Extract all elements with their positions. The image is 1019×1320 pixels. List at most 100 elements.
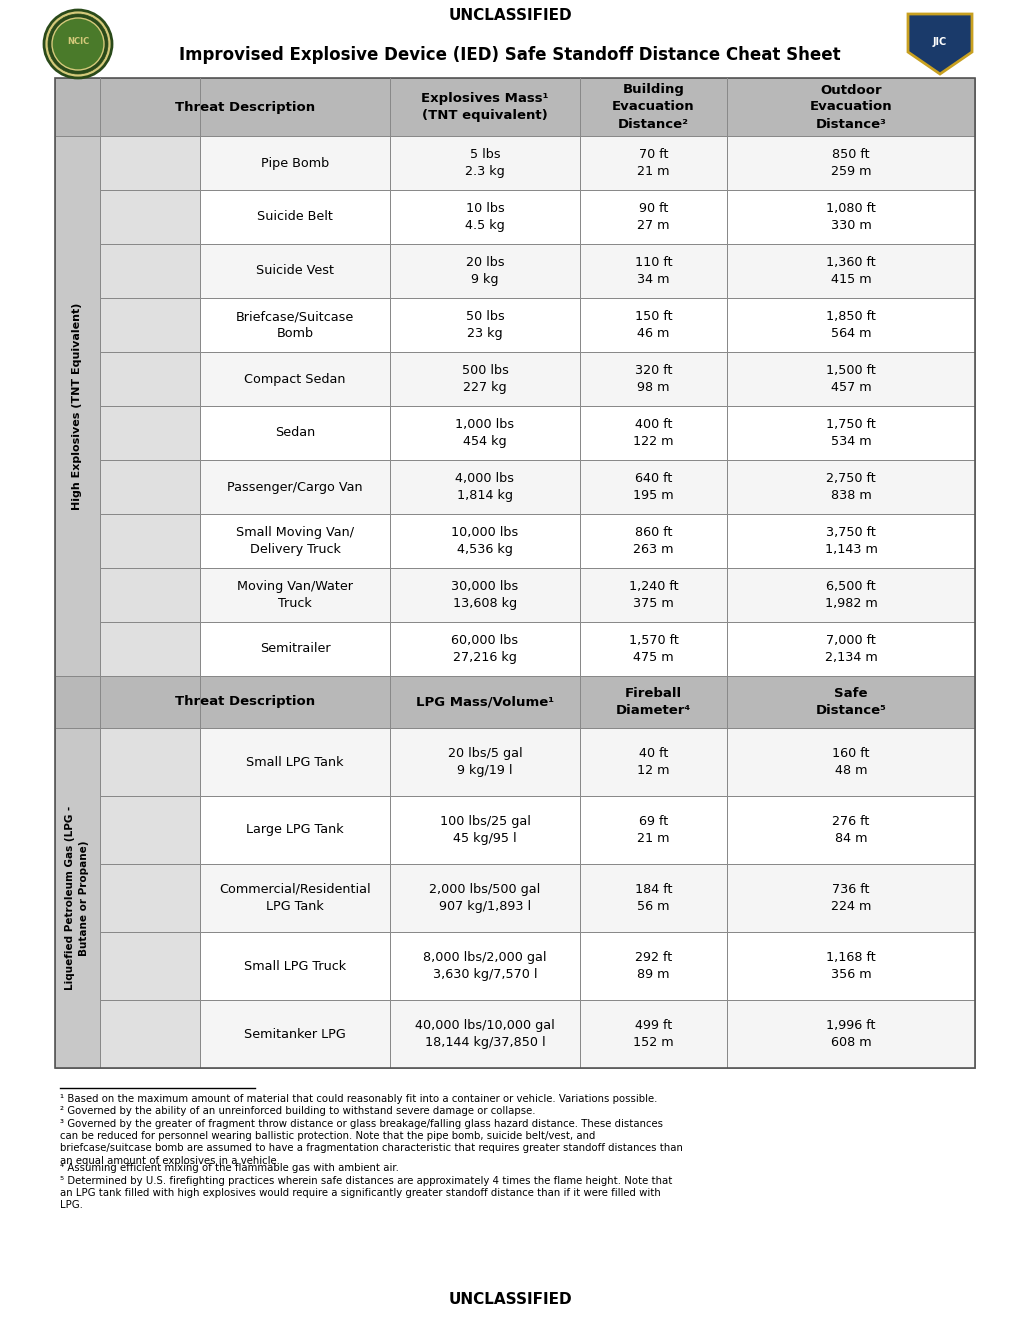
Text: 640 ft
195 m: 640 ft 195 m <box>633 473 674 502</box>
Bar <box>389 568 580 622</box>
Text: Briefcase/Suitcase
Bomb: Briefcase/Suitcase Bomb <box>235 310 354 341</box>
Text: 2,750 ft
838 m: 2,750 ft 838 m <box>825 473 875 502</box>
Bar <box>580 932 727 1001</box>
Text: Threat Description: Threat Description <box>175 696 315 709</box>
Bar <box>100 1001 200 1068</box>
Text: 1,570 ft
475 m: 1,570 ft 475 m <box>628 634 678 664</box>
Bar <box>100 298 200 352</box>
Text: Building
Evacuation
Distance²: Building Evacuation Distance² <box>611 83 694 131</box>
Bar <box>727 729 974 796</box>
Bar <box>389 729 580 796</box>
Bar <box>389 932 580 1001</box>
Bar <box>727 513 974 568</box>
Text: Improvised Explosive Device (IED) Safe Standoff Distance Cheat Sheet: Improvised Explosive Device (IED) Safe S… <box>179 46 840 63</box>
Bar <box>580 190 727 244</box>
Bar <box>389 298 580 352</box>
Text: 10,000 lbs
4,536 kg: 10,000 lbs 4,536 kg <box>451 525 518 556</box>
Text: 3,750 ft
1,143 m: 3,750 ft 1,143 m <box>823 525 876 556</box>
Text: 499 ft
152 m: 499 ft 152 m <box>633 1019 674 1049</box>
Text: Commercial/Residential
LPG Tank: Commercial/Residential LPG Tank <box>219 883 371 913</box>
Bar <box>389 407 580 459</box>
Bar <box>580 568 727 622</box>
Text: Compact Sedan: Compact Sedan <box>244 372 345 385</box>
Text: 50 lbs
23 kg: 50 lbs 23 kg <box>465 310 503 341</box>
Text: JIC: JIC <box>932 37 947 48</box>
Bar <box>580 298 727 352</box>
Text: 184 ft
56 m: 184 ft 56 m <box>634 883 672 913</box>
Text: 1,080 ft
330 m: 1,080 ft 330 m <box>825 202 875 232</box>
Text: 30,000 lbs
13,608 kg: 30,000 lbs 13,608 kg <box>451 579 518 610</box>
Circle shape <box>48 15 108 74</box>
Bar <box>727 136 974 190</box>
Text: Passenger/Cargo Van: Passenger/Cargo Van <box>227 480 363 494</box>
Bar <box>727 298 974 352</box>
Bar <box>580 1001 727 1068</box>
Bar <box>55 78 974 1068</box>
Bar <box>55 676 974 729</box>
Bar <box>200 932 389 1001</box>
Text: 850 ft
259 m: 850 ft 259 m <box>829 148 870 178</box>
Text: Small LPG Tank: Small LPG Tank <box>246 755 343 768</box>
Bar <box>580 729 727 796</box>
Bar <box>200 796 389 865</box>
Text: ² Governed by the ability of an unreinforced building to withstand severe damage: ² Governed by the ability of an unreinfo… <box>60 1106 535 1117</box>
Bar <box>100 190 200 244</box>
Bar <box>580 407 727 459</box>
Bar <box>100 352 200 407</box>
Text: 500 lbs
227 kg: 500 lbs 227 kg <box>462 364 507 393</box>
Bar <box>389 352 580 407</box>
Text: 400 ft
122 m: 400 ft 122 m <box>633 418 674 447</box>
Text: ⁵ Determined by U.S. firefighting practices wherein safe distances are approxima: ⁵ Determined by U.S. firefighting practi… <box>60 1176 672 1210</box>
Bar <box>727 796 974 865</box>
Text: 276 ft
84 m: 276 ft 84 m <box>832 814 869 845</box>
Text: 4,000 lbs
1,814 kg: 4,000 lbs 1,814 kg <box>455 473 514 502</box>
Text: 1,000 lbs
454 kg: 1,000 lbs 454 kg <box>455 418 514 447</box>
Bar <box>389 622 580 676</box>
Bar <box>200 1001 389 1068</box>
Text: LPG Mass/Volume¹: LPG Mass/Volume¹ <box>416 696 553 709</box>
Text: 1,360 ft
415 m: 1,360 ft 415 m <box>825 256 875 286</box>
Bar <box>580 796 727 865</box>
Text: 150 ft
46 m: 150 ft 46 m <box>634 310 672 341</box>
Bar <box>200 459 389 513</box>
Text: 292 ft
89 m: 292 ft 89 m <box>634 950 672 981</box>
Text: 20 lbs/5 gal
9 kg/19 l: 20 lbs/5 gal 9 kg/19 l <box>447 747 522 777</box>
Bar <box>100 244 200 298</box>
Bar <box>727 568 974 622</box>
Bar <box>100 932 200 1001</box>
Text: Liquefied Petroleum Gas (LPG -
Butane or Propane): Liquefied Petroleum Gas (LPG - Butane or… <box>65 807 90 990</box>
Bar <box>580 622 727 676</box>
Bar <box>100 622 200 676</box>
Text: Moving Van/Water
Truck: Moving Van/Water Truck <box>236 579 353 610</box>
Bar <box>389 190 580 244</box>
Bar <box>100 796 200 865</box>
Text: 1,850 ft
564 m: 1,850 ft 564 m <box>825 310 875 341</box>
Bar <box>580 459 727 513</box>
Bar <box>389 1001 580 1068</box>
Bar <box>727 190 974 244</box>
Circle shape <box>52 18 104 70</box>
Text: 40 ft
12 m: 40 ft 12 m <box>637 747 669 777</box>
Text: 5 lbs
2.3 kg: 5 lbs 2.3 kg <box>465 148 504 178</box>
Bar <box>100 407 200 459</box>
Text: Explosives Mass¹
(TNT equivalent): Explosives Mass¹ (TNT equivalent) <box>421 92 548 121</box>
Bar <box>55 78 974 136</box>
Bar <box>55 136 100 676</box>
Bar <box>100 513 200 568</box>
Bar <box>200 865 389 932</box>
Text: 160 ft
48 m: 160 ft 48 m <box>832 747 869 777</box>
Bar <box>389 244 580 298</box>
Bar <box>389 136 580 190</box>
Text: ³ Governed by the greater of fragment throw distance or glass breakage/falling g: ³ Governed by the greater of fragment th… <box>60 1118 682 1166</box>
Bar <box>727 244 974 298</box>
Bar <box>200 568 389 622</box>
Text: Suicide Belt: Suicide Belt <box>257 210 332 223</box>
Bar <box>580 513 727 568</box>
Text: Outdoor
Evacuation
Distance³: Outdoor Evacuation Distance³ <box>809 83 892 131</box>
Text: 10 lbs
4.5 kg: 10 lbs 4.5 kg <box>465 202 504 232</box>
Text: Threat Description: Threat Description <box>175 100 315 114</box>
Text: NCIC: NCIC <box>67 37 89 46</box>
Bar <box>580 244 727 298</box>
Circle shape <box>44 11 112 78</box>
Bar <box>727 1001 974 1068</box>
